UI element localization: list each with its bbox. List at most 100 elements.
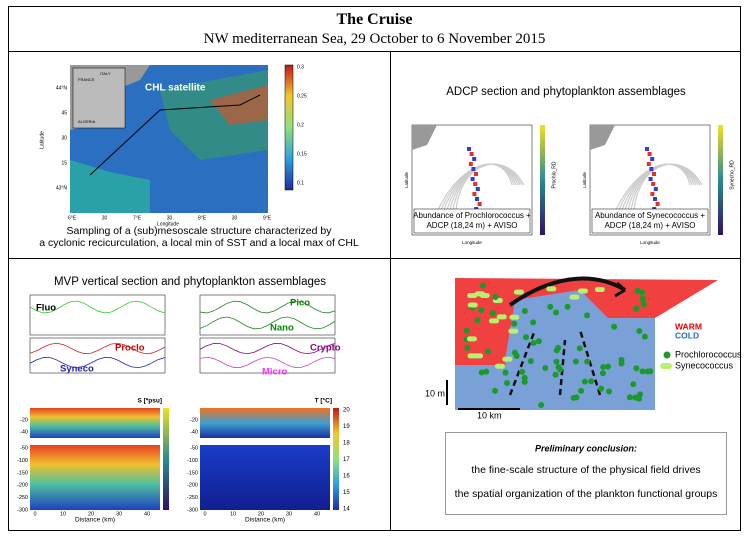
prochlorococcus (584, 358, 591, 365)
label: 40 (314, 511, 320, 517)
prochlorococcus (605, 388, 612, 395)
colorbar (333, 408, 339, 510)
schema-panel (446, 276, 718, 410)
prochlorococcus (618, 360, 625, 367)
label: Longitude (640, 240, 660, 245)
prochlorococcus (521, 308, 528, 315)
prochlorococcus (519, 368, 526, 375)
prochlorococcus (502, 369, 509, 376)
prochlorococcus (479, 282, 486, 289)
prochlorococcus (600, 364, 607, 371)
abundance-mark (646, 162, 651, 166)
labels: CHL satellite FRANCE ITALY ALGERIA 0.3 0.25 0.… (17, 64, 742, 523)
label: 44°N (56, 85, 68, 91)
abundance-mark (652, 172, 656, 176)
ship-track (89, 94, 261, 176)
prochlorococcus (626, 394, 633, 401)
label: Micro (262, 367, 288, 378)
label: -250 (187, 495, 198, 501)
subtitle: NW mediterranean Sea, 29 October to 6 No… (203, 31, 546, 47)
label: Nano (270, 323, 294, 334)
prochlorococcus (530, 319, 537, 326)
prochlorococcus (538, 401, 545, 408)
label: -200 (187, 483, 198, 489)
profile-line (29, 342, 166, 355)
label: -50 (20, 445, 28, 451)
synecococcus (509, 314, 520, 320)
label: 0.15 (297, 151, 307, 157)
prochlorococcus (504, 379, 511, 386)
label: a cyclonic recicurculation, a local min … (39, 237, 359, 249)
prochlorococcus (530, 339, 537, 346)
label: -50 (190, 445, 198, 451)
label: 30 (286, 511, 292, 517)
label: the spatial organization of the plankton… (455, 488, 718, 500)
label: 19 (343, 424, 350, 430)
label: Proclo (115, 343, 145, 354)
label: Synecho_RD (729, 160, 735, 190)
label: -100 (187, 458, 198, 464)
label: -40 (190, 429, 198, 435)
synecococcus (479, 293, 490, 299)
profile-line (199, 356, 336, 368)
synecococcus (502, 356, 513, 362)
label: -20 (20, 417, 28, 423)
conclusion-box (445, 432, 727, 515)
satellite-panel (70, 64, 294, 213)
prochlorococcus (581, 378, 588, 385)
label: -200 (17, 483, 28, 489)
label: WARM (675, 321, 702, 331)
abundance-mark (470, 177, 475, 181)
label: 43°N (56, 185, 68, 191)
prochlorococcus (633, 305, 640, 312)
label: -20 (190, 417, 198, 423)
prochlorococcus (489, 310, 496, 317)
caption-box (413, 208, 531, 234)
label: 20 (258, 511, 264, 517)
prochlorococcus (636, 328, 643, 335)
label: 0 (33, 511, 36, 517)
label: ADCP section and phytoplankton assemblag… (446, 86, 686, 98)
label: -150 (187, 470, 198, 476)
prochlorococcus (630, 381, 637, 388)
label: 10 (230, 511, 236, 517)
chl-patch (70, 160, 150, 213)
land (412, 125, 437, 150)
abundance-mark (648, 177, 653, 181)
label: -300 (17, 507, 28, 513)
streamline (455, 163, 525, 226)
label: ALGERIA (78, 119, 96, 124)
prochlorococcus (492, 387, 499, 394)
label: Latitude (404, 171, 409, 188)
abundance-mark (475, 197, 479, 201)
prochlorococcus (576, 345, 583, 352)
title: The Cruise (336, 11, 413, 28)
colorbar (163, 408, 169, 510)
prochlorococcus (584, 312, 591, 319)
prochlorococcus (564, 303, 571, 310)
prochlorococcus (578, 387, 585, 394)
label: 0.25 (297, 93, 307, 99)
label: Fluo (36, 303, 56, 314)
synecococcus (508, 328, 519, 334)
label: -40 (20, 429, 28, 435)
label: 14 (343, 507, 350, 513)
label: 0 (203, 511, 206, 517)
profile-line (199, 343, 336, 355)
panel (390, 258, 741, 531)
profile-frame (199, 337, 336, 374)
section-top (200, 408, 330, 438)
label: 30 (116, 511, 122, 517)
prochlorococcus (485, 348, 492, 355)
legend-swatch (660, 363, 672, 369)
land (590, 125, 615, 150)
section-bottom (200, 445, 330, 510)
prochlorococcus (598, 385, 605, 392)
abundance-mark (650, 157, 655, 161)
label: 10 km (477, 410, 502, 420)
profile-line (199, 316, 336, 330)
prochlorococcus (521, 378, 528, 385)
prochlorococcus (542, 365, 549, 372)
label: Latitude (39, 131, 45, 149)
